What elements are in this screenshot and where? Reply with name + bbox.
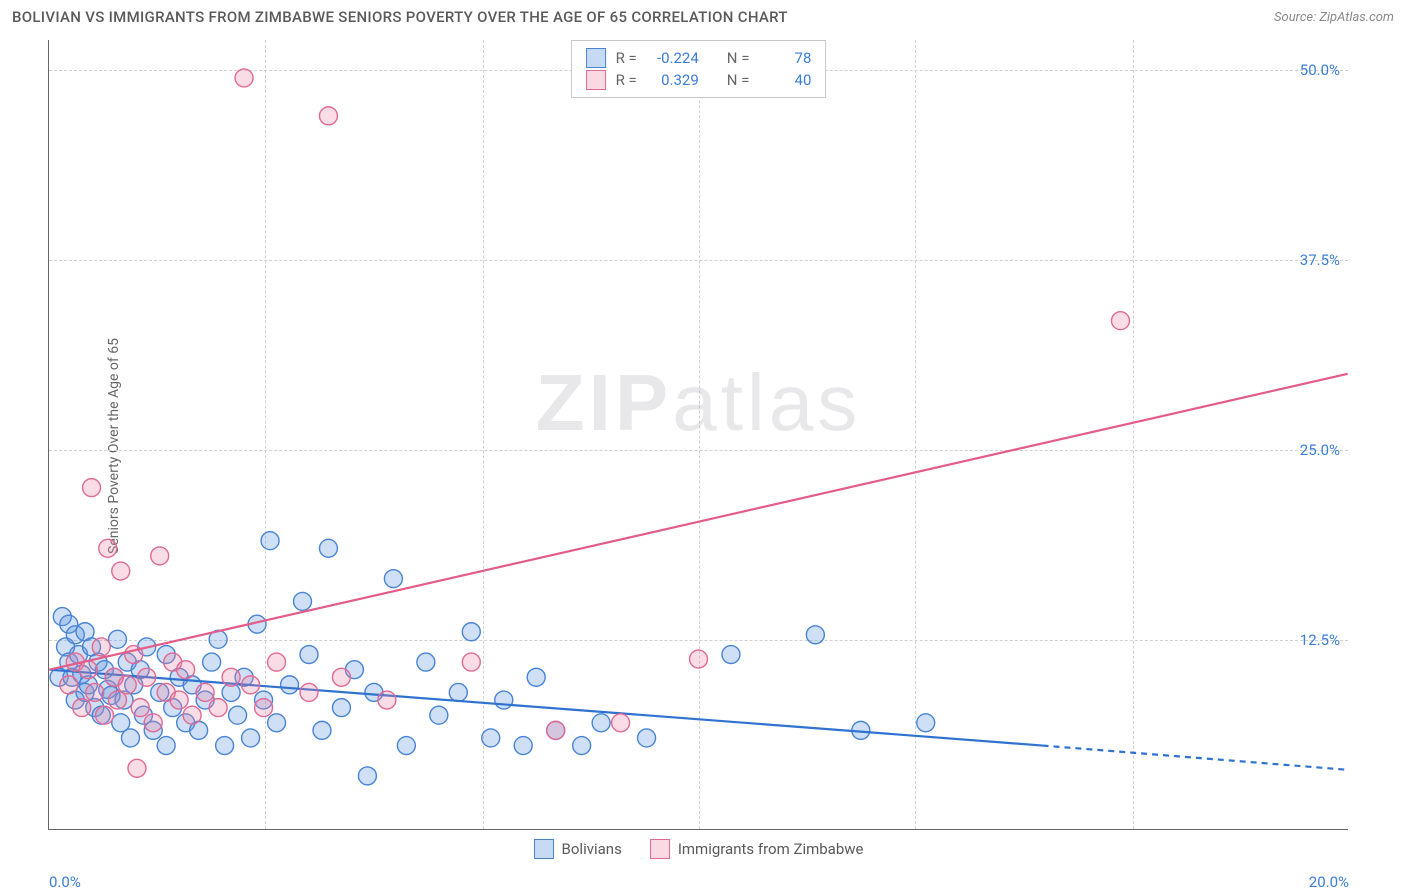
legend-item-2: Immigrants from Zimbabwe [650, 839, 864, 859]
data-point [332, 699, 350, 717]
data-point [60, 676, 78, 694]
x-tick-label: 20.0% [1309, 873, 1349, 891]
data-point [462, 653, 480, 671]
data-point [573, 737, 591, 755]
data-point [806, 626, 824, 644]
data-point [177, 661, 195, 679]
data-point [73, 699, 91, 717]
data-point [242, 676, 260, 694]
legend-label-2: Immigrants from Zimbabwe [678, 840, 864, 858]
source-attribution: Source: ZipAtlas.com [1274, 10, 1394, 25]
data-point [281, 676, 299, 694]
data-point [99, 539, 117, 557]
data-point [449, 683, 467, 701]
data-point [397, 737, 415, 755]
data-point [417, 653, 435, 671]
data-point [92, 638, 110, 656]
data-point [514, 737, 532, 755]
data-point [332, 668, 350, 686]
data-point [222, 668, 240, 686]
data-point [209, 699, 227, 717]
data-point [118, 676, 136, 694]
data-point [690, 650, 708, 668]
data-point [255, 699, 273, 717]
data-point [319, 539, 337, 557]
data-point [358, 767, 376, 785]
data-point [79, 661, 97, 679]
swatch-blue-icon [534, 839, 554, 859]
data-point [203, 653, 221, 671]
legend-bottom: Bolivians Immigrants from Zimbabwe [534, 839, 864, 859]
r-value-2: 0.329 [647, 71, 699, 89]
data-point [612, 714, 630, 732]
trend-line-dashed [1043, 746, 1348, 770]
data-point [638, 729, 656, 747]
swatch-pink-icon [650, 839, 670, 859]
data-point [128, 759, 146, 777]
data-point [313, 721, 331, 739]
data-point [300, 683, 318, 701]
chart-title: BOLIVIAN VS IMMIGRANTS FROM ZIMBABWE SEN… [12, 8, 788, 26]
data-point [462, 623, 480, 641]
r-label: R = [616, 71, 637, 89]
data-point [1111, 312, 1129, 330]
data-point [229, 706, 247, 724]
data-point [121, 729, 139, 747]
data-point [430, 706, 448, 724]
data-point [482, 729, 500, 747]
r-label: R = [616, 49, 637, 67]
data-point [86, 683, 104, 701]
legend-label-1: Bolivians [562, 840, 622, 858]
data-point [242, 729, 260, 747]
data-point [83, 479, 101, 497]
data-point [170, 691, 188, 709]
data-point [235, 69, 253, 87]
n-value-2: 40 [759, 71, 811, 89]
stats-row-series-2: R = 0.329 N = 40 [586, 69, 812, 91]
data-point [144, 714, 162, 732]
correlation-stats-box: R = -0.224 N = 78 R = 0.329 N = 40 [571, 40, 827, 98]
data-point [138, 668, 156, 686]
data-point [268, 714, 286, 732]
data-point [196, 683, 214, 701]
data-point [527, 668, 545, 686]
data-point [112, 562, 130, 580]
data-point [183, 706, 201, 724]
data-point [495, 691, 513, 709]
data-point [300, 646, 318, 664]
data-point [261, 532, 279, 550]
data-point [294, 592, 312, 610]
data-point [131, 699, 149, 717]
legend-item-1: Bolivians [534, 839, 622, 859]
data-point [157, 737, 175, 755]
data-point [722, 646, 740, 664]
n-value-1: 78 [759, 49, 811, 67]
data-point [592, 714, 610, 732]
data-point [319, 107, 337, 125]
scatter-svg [49, 40, 1348, 829]
n-label: N = [727, 49, 750, 67]
r-value-1: -0.224 [647, 49, 699, 67]
n-label: N = [727, 71, 750, 89]
data-point [96, 706, 114, 724]
data-point [917, 714, 935, 732]
data-point [268, 653, 286, 671]
data-point [378, 691, 396, 709]
stats-row-series-1: R = -0.224 N = 78 [586, 47, 812, 69]
swatch-blue-icon [586, 48, 606, 68]
data-point [216, 737, 234, 755]
data-point [547, 721, 565, 739]
data-point [151, 547, 169, 565]
trend-line [49, 374, 1347, 670]
data-point [108, 630, 126, 648]
x-tick-label: 0.0% [49, 873, 81, 891]
chart-plot-area: ZIPatlas R = -0.224 N = 78 R = 0.329 N =… [48, 40, 1348, 830]
swatch-pink-icon [586, 70, 606, 90]
data-point [384, 570, 402, 588]
